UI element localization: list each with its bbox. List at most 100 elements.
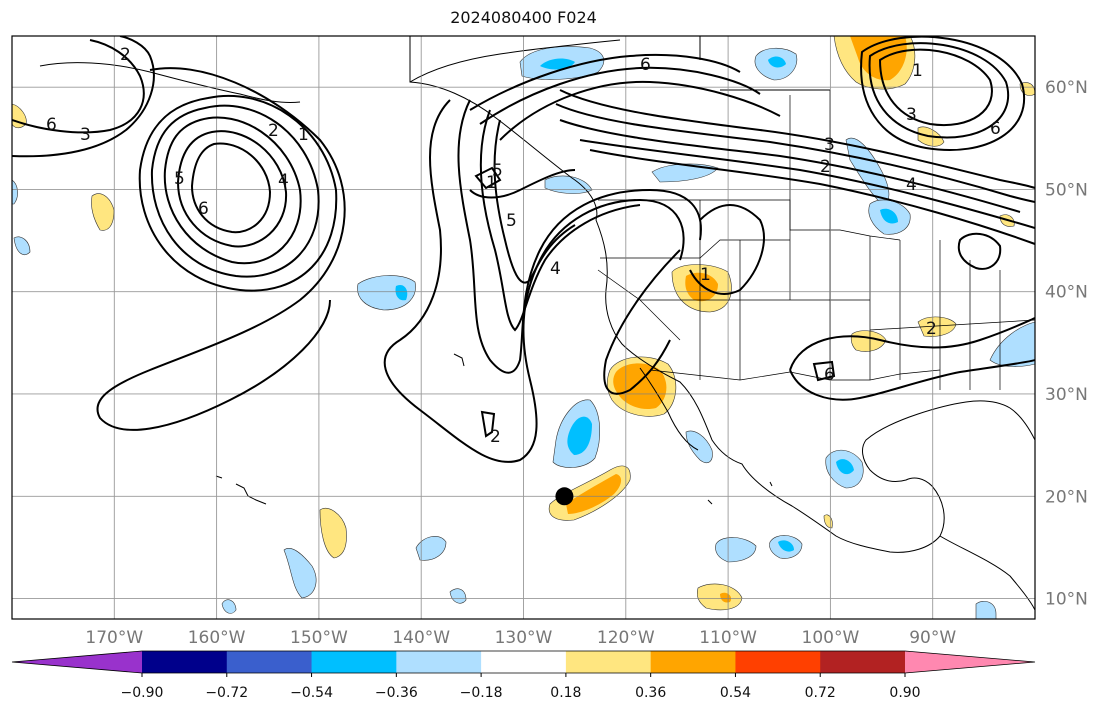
longitude-labels: 170°W 160°W 150°W 140°W 130°W 120°W 110°W 100°W… [85, 628, 956, 648]
colorbar-segment [820, 651, 906, 673]
colorbar [11, 650, 1036, 674]
latitude-tick-label: 40°N [1045, 283, 1088, 303]
contour-line [383, 99, 685, 463]
negative-anomaly-patch [221, 599, 237, 614]
latitude-labels: 10°N 20°N 30°N 40°N 50°N 60°N [1045, 78, 1088, 609]
contour-line [559, 119, 1021, 213]
colorbar-tick-label: 0.18 [550, 685, 581, 701]
negative-anomaly-patch [283, 548, 317, 599]
contour-label: 6 [640, 55, 651, 75]
contour-line [163, 116, 302, 265]
colorbar-segment [905, 651, 1035, 673]
map-area: 6 3 1 2 4 5 6 2 1 4 5 6 2 3 6 1 2 3 4 6 … [12, 36, 1035, 619]
colorbar-segment [142, 651, 228, 673]
longitude-tick-label: 120°W [597, 628, 655, 648]
contour-label: 2 [120, 45, 131, 65]
colorbar-labels: −0.90 −0.72 −0.54 −0.36 −0.18 0.18 0.36 0.54 0.7… [121, 673, 921, 701]
positive-anomaly-core [566, 474, 622, 514]
positive-anomaly-patch [91, 193, 115, 231]
contour-line [479, 66, 761, 125]
colorbar-tick-label: −0.18 [460, 685, 503, 701]
contour-line [176, 130, 288, 248]
colorbar-segment [311, 651, 397, 673]
contour-line [138, 94, 338, 292]
colorbar-segment [650, 651, 736, 673]
contour-line [96, 67, 346, 431]
contour-line [190, 142, 272, 234]
contour-label: 1 [912, 61, 923, 81]
contour-label: 1 [298, 125, 309, 145]
contour-line [12, 39, 145, 134]
map-frame [11, 35, 1036, 620]
contour-label: 4 [906, 175, 917, 195]
colorbar-tick-label: −0.72 [205, 685, 248, 701]
contour-line [589, 149, 1035, 245]
negative-anomaly-patch [415, 536, 447, 561]
colorbar-tick-label: 0.36 [635, 685, 666, 701]
negative-anomaly-patch [12, 179, 18, 205]
colorbar-segment [481, 651, 567, 673]
latitude-tick-label: 10°N [1045, 590, 1088, 610]
anomaly-shading [12, 36, 1035, 619]
longitude-tick-label: 160°W [188, 628, 246, 648]
positive-anomaly-patch [917, 316, 957, 337]
negative-anomaly-core [836, 459, 854, 475]
contour-label: 4 [550, 259, 561, 279]
colorbar-segment [396, 651, 482, 673]
negative-anomaly-patch [651, 163, 719, 183]
colorbar-tick-label: 0.90 [889, 685, 920, 701]
negative-anomaly-core [540, 58, 575, 70]
negative-anomaly-patch [13, 236, 31, 255]
contour-label: 2 [268, 121, 279, 141]
coastlines [39, 36, 1035, 611]
contour-label: 5 [506, 211, 517, 231]
colorbar-segment [735, 651, 821, 673]
contour-line [878, 48, 993, 127]
contour-label: 3 [80, 125, 91, 145]
contour-label: 3 [906, 105, 917, 125]
contour-line [499, 80, 781, 141]
positive-anomaly-core [613, 363, 667, 410]
contour-line [689, 204, 765, 295]
contour-label: 1 [700, 265, 711, 285]
contour-line [12, 36, 155, 158]
contour-line [469, 53, 741, 111]
contour-line [789, 317, 1035, 371]
contour-line [860, 36, 1025, 151]
contour-line [559, 89, 1035, 189]
contour-line [479, 109, 641, 332]
contour-line [474, 166, 502, 190]
negative-anomaly-core [880, 208, 898, 224]
longitude-tick-label: 90°W [909, 628, 956, 648]
contour-line [868, 42, 1009, 139]
contour-label: 2 [490, 427, 501, 447]
longitude-tick-label: 170°W [85, 628, 143, 648]
contour-label: 2 [926, 319, 937, 339]
negative-anomaly-patch [975, 601, 997, 619]
contour-line [469, 169, 576, 199]
graticule [12, 36, 1035, 619]
latitude-tick-label: 60°N [1045, 78, 1088, 98]
negative-anomaly-core [567, 416, 592, 455]
negative-anomaly-core [768, 56, 786, 68]
contour-line [457, 99, 702, 374]
negative-anomaly-patch [715, 537, 757, 563]
storm-center-marker [555, 487, 574, 506]
contour-labels: 6 3 1 2 4 5 6 2 1 4 5 6 2 3 6 1 2 3 4 6 … [46, 45, 1001, 447]
colorbar-segment [565, 651, 652, 673]
contour-line [480, 410, 496, 438]
negative-anomaly-patch [449, 588, 467, 604]
positive-anomaly-core [685, 272, 718, 302]
contour-label: 2 [820, 157, 831, 177]
negative-anomaly-patch [357, 275, 416, 311]
contour-line [603, 249, 681, 395]
negative-anomaly-patch [685, 430, 713, 463]
contour-line [957, 232, 1002, 270]
contour-label: 3 [824, 135, 835, 155]
latitude-tick-label: 30°N [1045, 385, 1088, 405]
contour-label: 1 [486, 173, 497, 193]
contour-label: 4 [278, 171, 289, 191]
contour-line [789, 359, 1035, 401]
negative-anomaly-core [778, 540, 794, 552]
